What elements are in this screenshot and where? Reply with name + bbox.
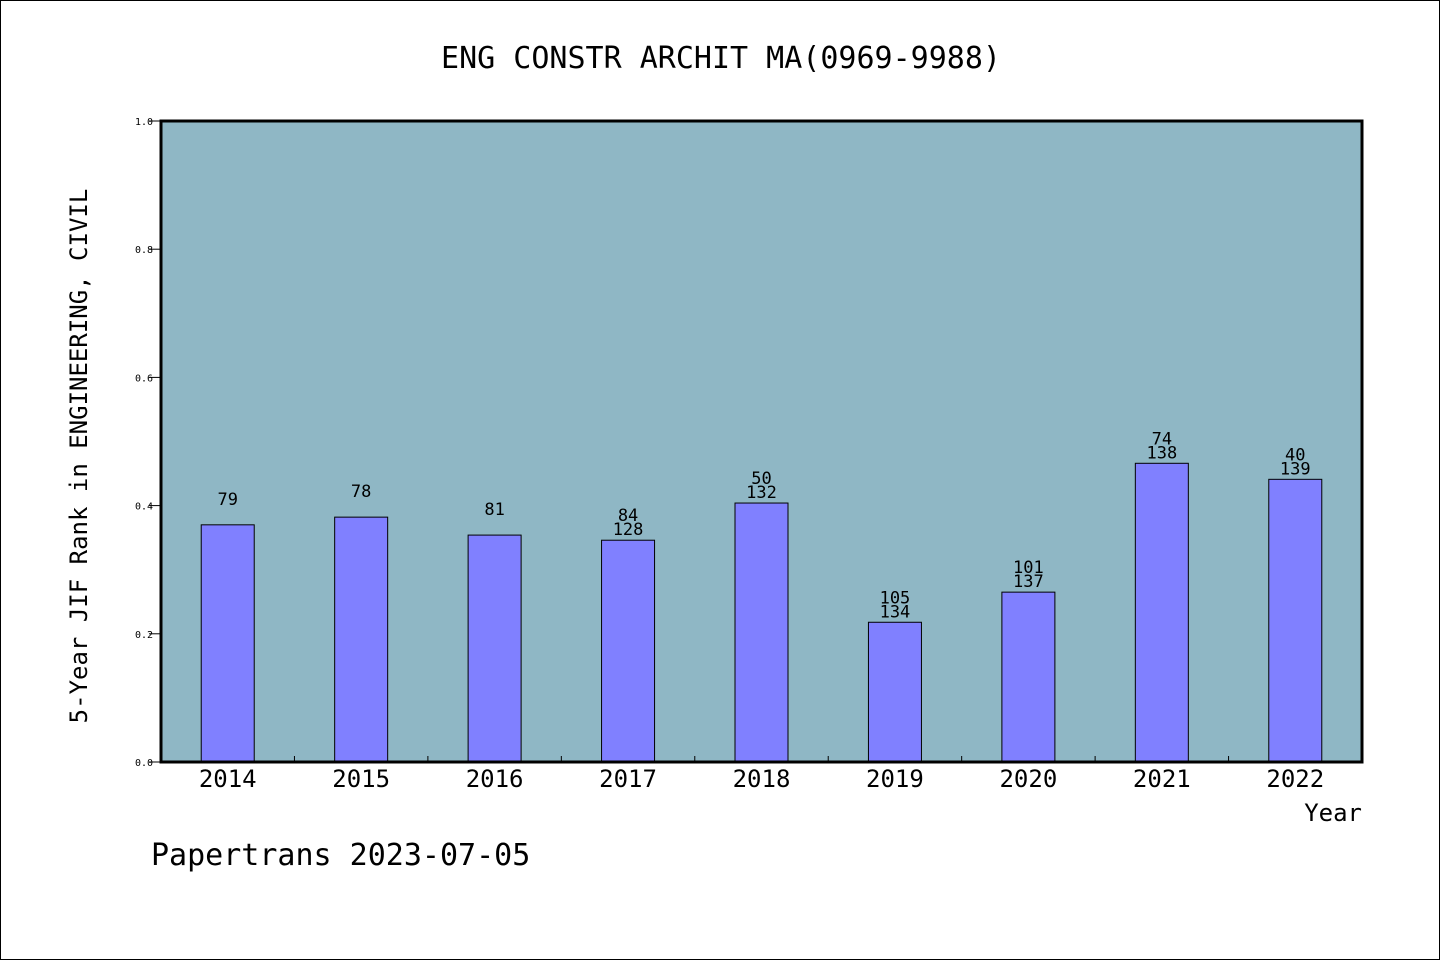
total-label-2020: 137: [1013, 572, 1044, 592]
x-axis: 2014 2015 2016 2017 2018 2019 2020 2021 2022: [199, 756, 1324, 793]
y-tick-label-0.2: 0.2: [135, 630, 153, 641]
bars-group: [200, 462, 1323, 763]
y-axis-label: 5-Year JIF Rank in ENGINEERING, CIVIL: [65, 189, 93, 724]
bar-2019: [867, 621, 922, 763]
total-label-2022: 139: [1280, 459, 1311, 479]
bar-2018: [734, 502, 789, 763]
total-label-2021: 138: [1146, 443, 1177, 463]
y-axis: 0.0 0.2 0.4 0.6 0.8 1.0: [135, 117, 161, 769]
y-tick-label-0.4: 0.4: [135, 502, 153, 513]
rank-label-2019: 105: [880, 588, 911, 608]
rank-label-2021: 74: [1152, 429, 1172, 449]
bar-2016: [467, 534, 522, 763]
bar-2017: [601, 539, 656, 763]
rank-label-2018: 50: [751, 469, 771, 489]
total-label-2019: 134: [880, 602, 911, 622]
rank-label-2016: 81: [484, 500, 504, 520]
footer-watermark: Papertrans 2023-07-05: [151, 838, 530, 873]
y-tick-label-0.0: 0.0: [135, 758, 153, 769]
rank-label-2014: 79: [217, 490, 237, 510]
bar-2020: [1001, 591, 1056, 763]
x-tick-label-2014: 2014: [199, 765, 257, 793]
y-tick-label-0.8: 0.8: [135, 245, 153, 256]
x-tick-label-2019: 2019: [866, 765, 924, 793]
x-tick-label-2017: 2017: [599, 765, 657, 793]
x-tick-label-2022: 2022: [1266, 765, 1324, 793]
total-label-2018: 132: [746, 483, 777, 503]
rank-label-2020: 101: [1013, 558, 1044, 578]
bar-2022: [1268, 478, 1323, 763]
y-tick-label-1.0: 1.0: [135, 117, 153, 128]
total-label-2017: 128: [613, 520, 644, 540]
rank-label-2015: 78: [351, 482, 371, 502]
chart-title: ENG CONSTR ARCHIT MA(0969-9988): [441, 41, 1001, 76]
plot-border: [159, 119, 1364, 764]
bar-2014: [200, 524, 255, 763]
y-tick-label-0.6: 0.6: [135, 373, 153, 384]
rank-label-2017: 84: [618, 506, 638, 526]
bar-2015: [334, 516, 389, 763]
x-tick-label-2016: 2016: [466, 765, 524, 793]
bar-2021: [1134, 462, 1189, 763]
x-tick-label-2020: 2020: [999, 765, 1057, 793]
x-tick-label-2015: 2015: [332, 765, 390, 793]
x-tick-label-2021: 2021: [1133, 765, 1191, 793]
rank-label-2022: 40: [1285, 445, 1305, 465]
x-axis-label: Year: [1304, 799, 1362, 827]
x-tick-label-2018: 2018: [733, 765, 791, 793]
